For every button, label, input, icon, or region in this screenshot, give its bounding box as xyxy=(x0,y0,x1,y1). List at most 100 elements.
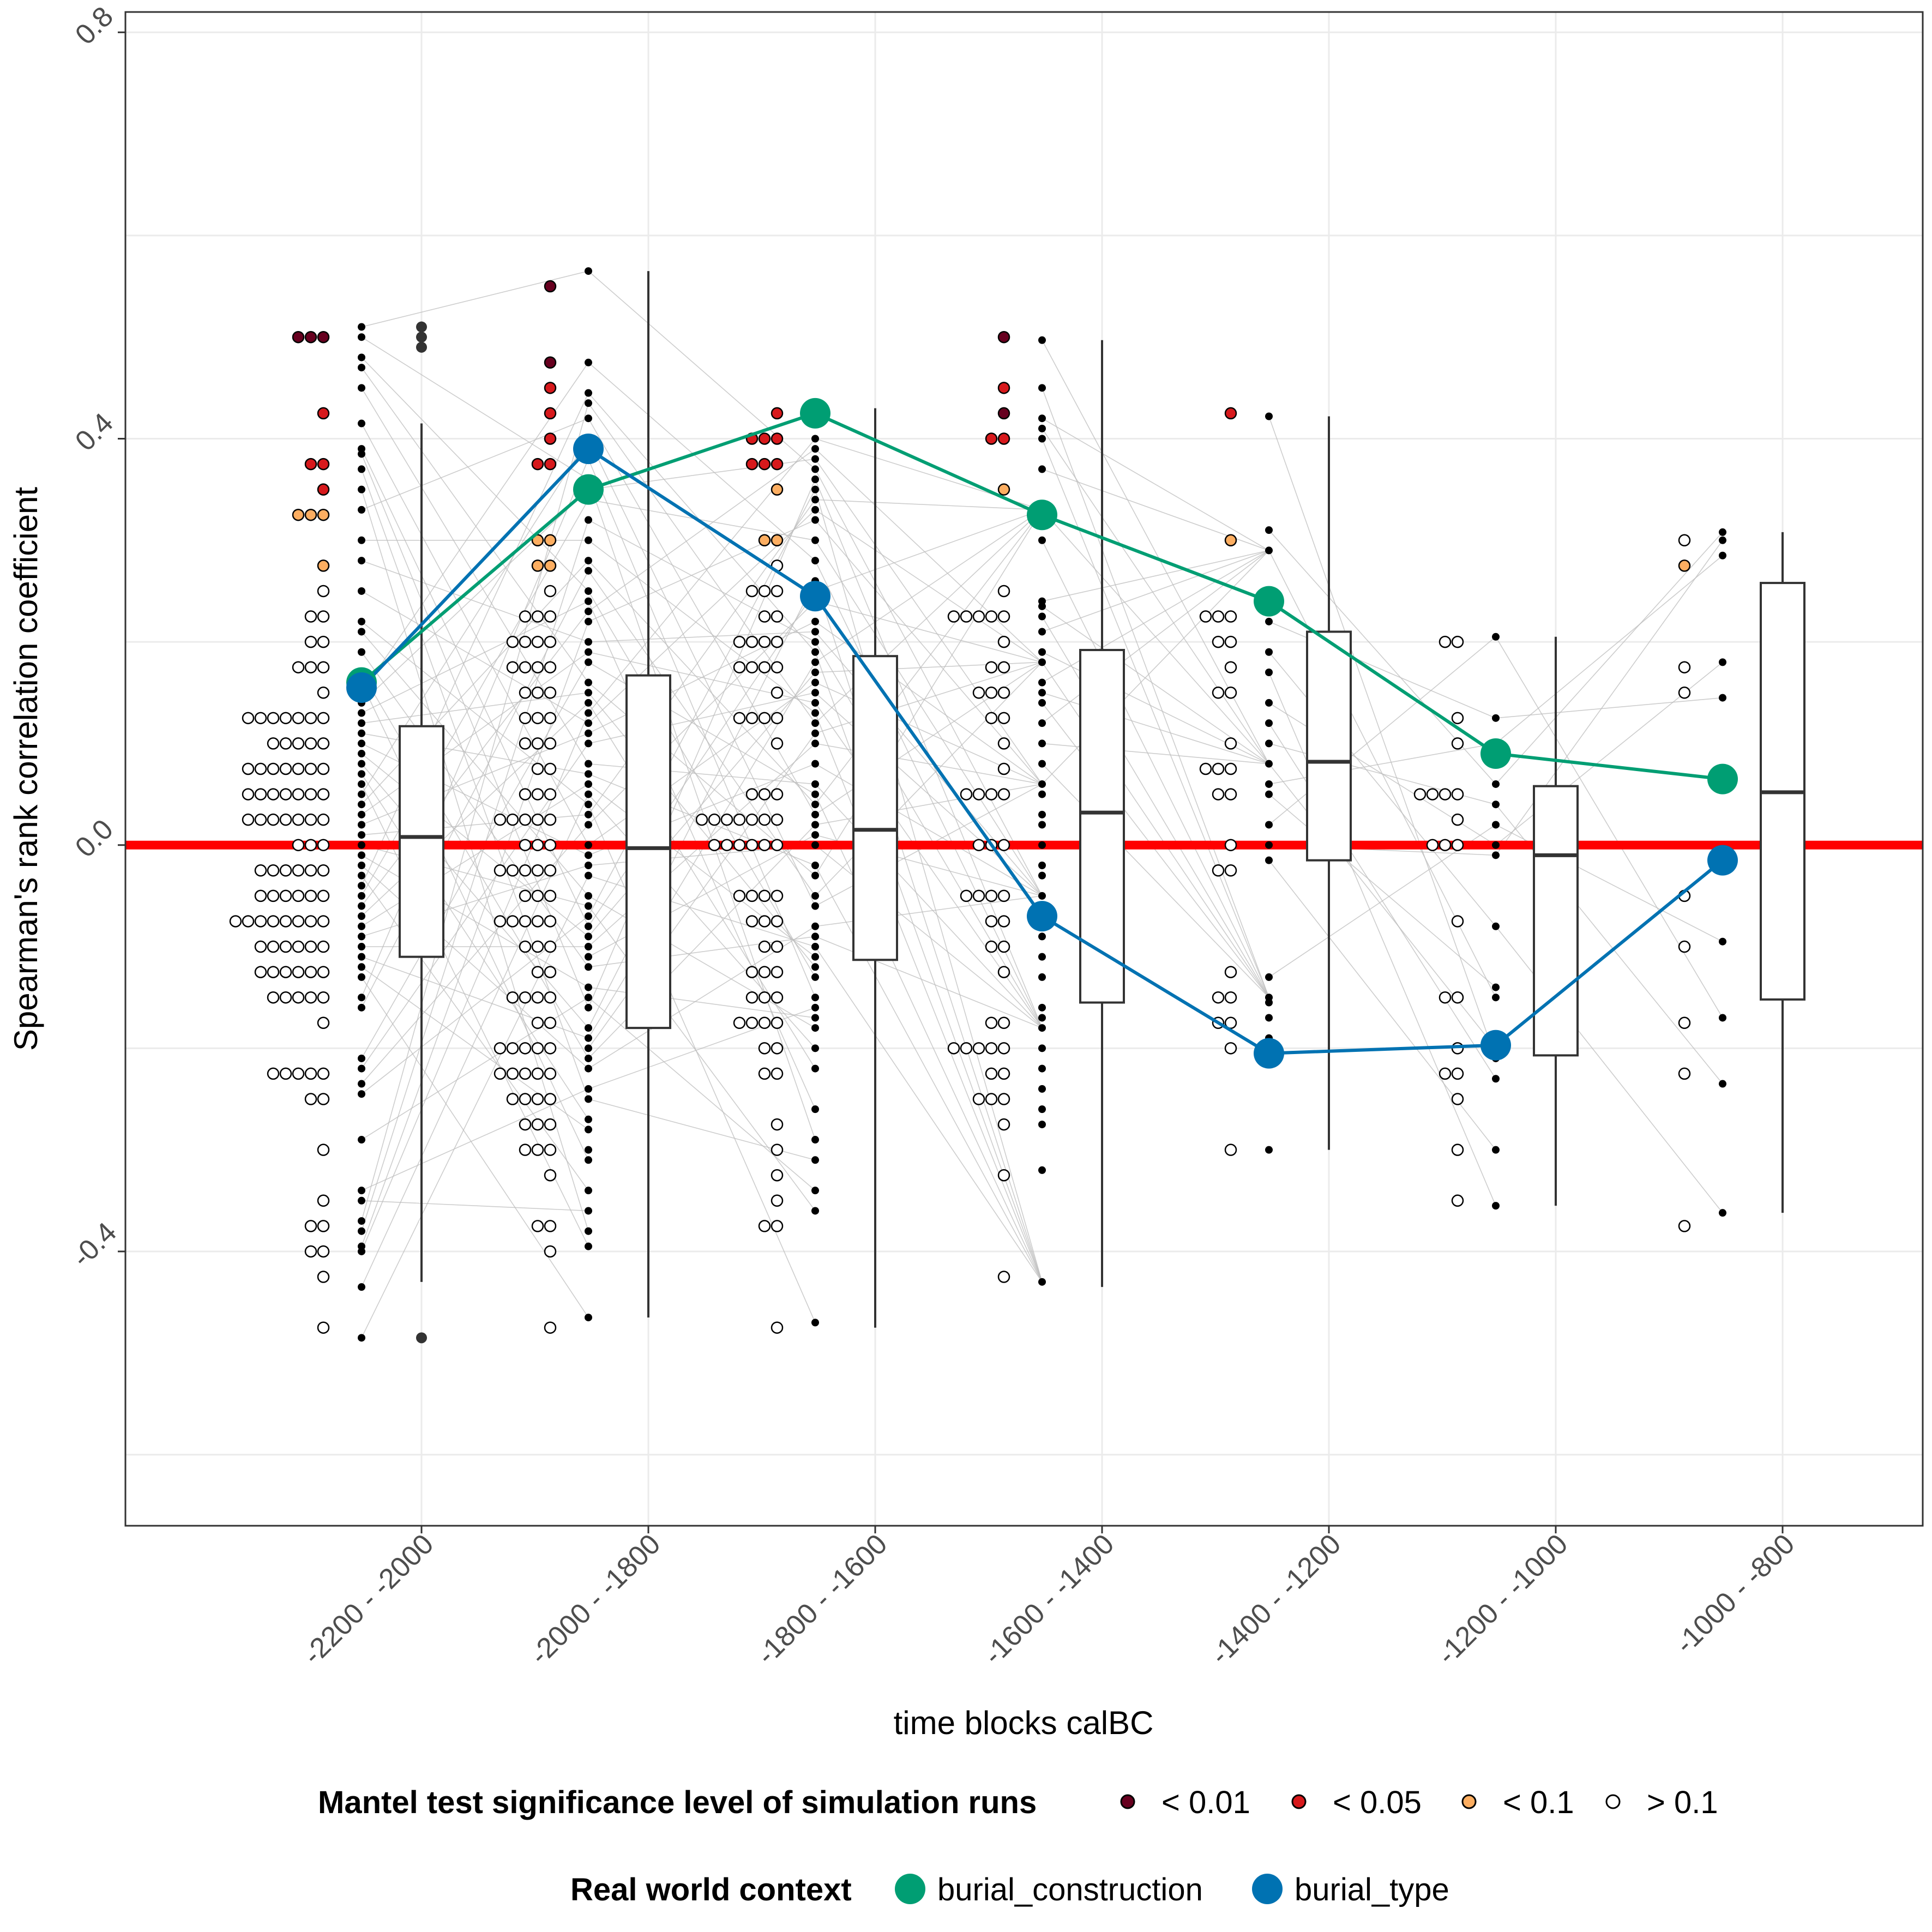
simulation-point xyxy=(811,932,819,941)
simulation-point xyxy=(358,364,365,372)
significance-dot xyxy=(304,940,317,953)
simulation-point xyxy=(358,922,365,930)
significance-dot xyxy=(1224,737,1237,750)
significance-dot xyxy=(1451,915,1464,928)
significance-dot xyxy=(733,661,746,673)
significance-legend: Mantel test significance level of simula… xyxy=(318,1785,1718,1820)
significance-dot xyxy=(531,1016,544,1030)
simulation-point xyxy=(585,414,592,423)
significance-dot xyxy=(1451,712,1464,725)
significance-dot xyxy=(304,813,317,826)
significance-dot xyxy=(544,585,557,598)
significance-dot xyxy=(758,1220,771,1232)
significance-dot xyxy=(267,813,280,826)
simulation-point xyxy=(585,1054,592,1062)
significance-dot xyxy=(997,382,1010,394)
simulation-point xyxy=(1265,856,1273,864)
simulation-point xyxy=(811,445,819,453)
significance-dot xyxy=(544,839,557,851)
significance-dot xyxy=(544,635,557,648)
significance-dots xyxy=(229,280,1691,1334)
simulation-point xyxy=(358,841,365,849)
significance-dot xyxy=(317,788,330,801)
significance-dot xyxy=(292,788,305,801)
simulation-point xyxy=(358,790,365,798)
simulation-connector xyxy=(1042,388,1269,998)
significance-dot xyxy=(292,940,305,953)
significance-dot xyxy=(304,330,317,344)
significance-dot xyxy=(317,1016,330,1030)
simulation-point xyxy=(585,780,592,788)
simulation-point xyxy=(811,719,819,727)
significance-dot xyxy=(304,1093,317,1105)
simulation-point xyxy=(1719,937,1726,946)
boxplot-outlier xyxy=(416,321,427,333)
simulation-point xyxy=(358,419,365,428)
simulation-point xyxy=(358,1003,365,1012)
simulation-point xyxy=(1719,536,1726,544)
simulation-point xyxy=(811,801,819,809)
simulation-point xyxy=(1038,841,1046,849)
significance-key-1 xyxy=(1291,1794,1307,1809)
significance-dot xyxy=(292,330,305,344)
significance-dot xyxy=(544,1042,557,1055)
significance-dot xyxy=(695,813,708,826)
significance-dot xyxy=(997,940,1010,953)
significance-dot xyxy=(771,1143,784,1156)
simulation-point xyxy=(1038,1121,1046,1129)
significance-dot xyxy=(544,940,557,953)
simulation-point xyxy=(1038,465,1046,473)
panel-border xyxy=(124,11,1924,1527)
significance-dot xyxy=(519,1067,532,1080)
simulation-point xyxy=(358,709,365,717)
simulation-point xyxy=(358,1080,365,1088)
significance-dot xyxy=(242,915,255,928)
significance-dot xyxy=(771,940,784,953)
simulation-point xyxy=(811,902,819,910)
significance-dot xyxy=(745,712,759,725)
simulation-point xyxy=(811,790,819,798)
significance-dot xyxy=(1224,661,1237,673)
significance-dot xyxy=(544,407,557,420)
significance-dot xyxy=(771,915,784,928)
significance-dot xyxy=(771,687,784,699)
significance-dot xyxy=(267,712,280,725)
significance-dot xyxy=(997,432,1010,445)
significance-dot xyxy=(985,915,998,928)
simulation-point xyxy=(811,943,819,951)
significance-dot xyxy=(544,1143,557,1156)
simulation-point xyxy=(811,1044,819,1052)
significance-dot xyxy=(279,788,292,801)
significance-dot xyxy=(531,458,544,471)
simulation-point xyxy=(358,617,365,625)
simulation-point xyxy=(585,638,592,646)
significance-dot xyxy=(972,1093,985,1105)
significance-dot xyxy=(531,712,544,725)
simulation-connector xyxy=(1042,550,1269,602)
simulation-connector xyxy=(1268,416,1496,1059)
significance-dot xyxy=(1224,762,1237,775)
context-key-burial_type xyxy=(1252,1874,1283,1904)
significance-dot xyxy=(997,762,1010,775)
simulation-point xyxy=(811,648,819,656)
significance-dot xyxy=(531,1220,544,1232)
simulation-connector xyxy=(1042,428,1269,765)
simulation-point xyxy=(358,323,365,331)
simulation-point xyxy=(811,1014,819,1022)
significance-dot xyxy=(493,1067,507,1080)
significance-dot xyxy=(229,915,242,928)
significance-dot xyxy=(1413,788,1427,801)
significance-dot xyxy=(279,915,292,928)
significance-dot xyxy=(292,737,305,750)
significance-dot xyxy=(1224,687,1237,699)
simulation-point xyxy=(1492,922,1500,930)
significance-dot xyxy=(544,1245,557,1258)
significance-dot xyxy=(519,991,532,1004)
significance-dot xyxy=(1439,839,1452,851)
significance-dot xyxy=(997,635,1010,648)
significance-dot xyxy=(997,661,1010,673)
significance-dot xyxy=(317,1321,330,1334)
simulation-connector xyxy=(361,631,589,896)
significance-dot xyxy=(1212,762,1225,775)
significance-dot xyxy=(997,1271,1010,1283)
